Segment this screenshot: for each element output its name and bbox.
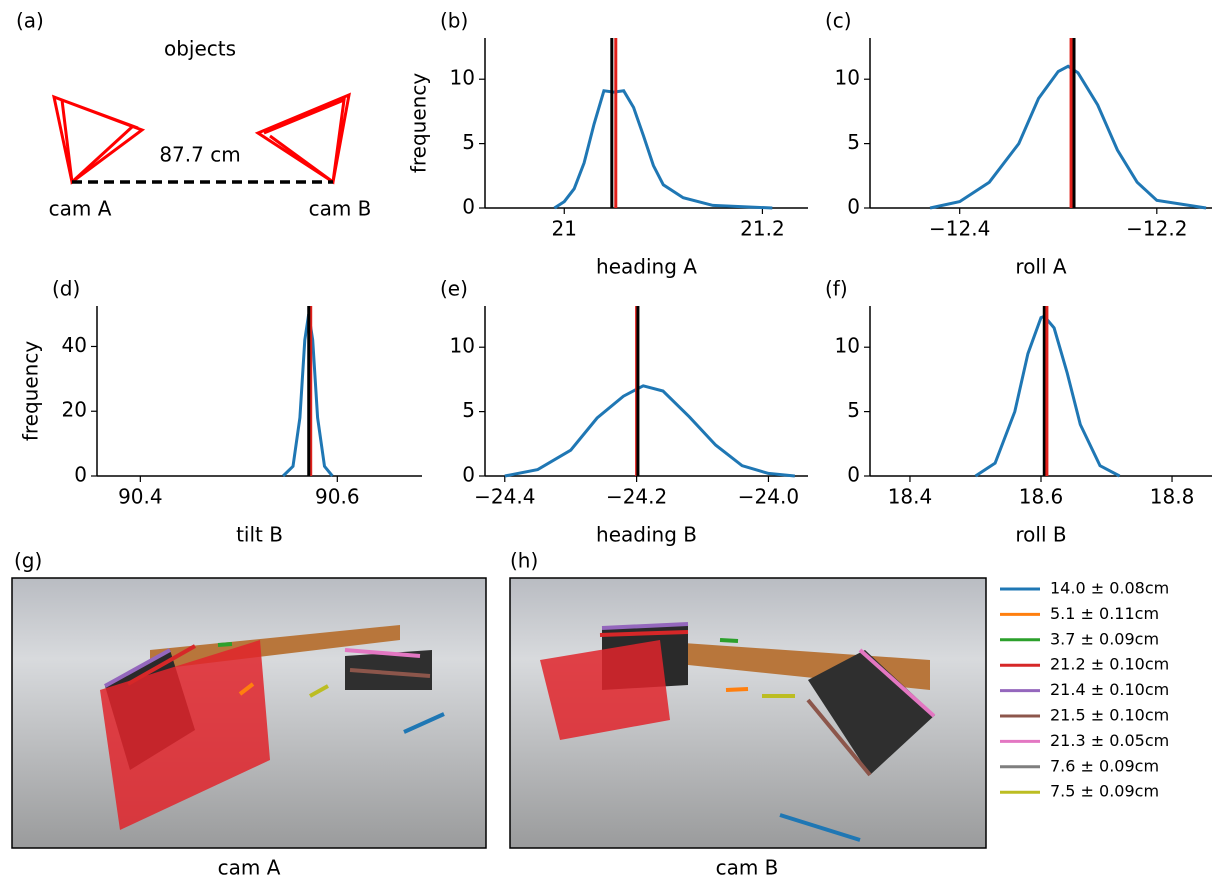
x-axis-label: tilt B [236,523,283,547]
cam-label: cam A [49,197,112,221]
panel-label: (h) [510,549,538,573]
legend-label: 7.5 ± 0.09cm [1050,782,1159,801]
cam-label: cam B [309,197,372,221]
y-tick-label: 10 [835,66,860,90]
panel-label: (d) [52,277,80,301]
legend-label: 21.4 ± 0.10cm [1050,680,1169,699]
photo-caption: cam A [218,856,281,880]
y-tick-label: 0 [847,463,860,487]
legend-label: 21.5 ± 0.10cm [1050,706,1169,725]
y-tick-label: 5 [462,398,475,422]
y-tick-label: 0 [462,195,475,219]
panel-label: (b) [440,9,468,33]
density-curve [553,89,773,210]
panel-label: (f) [825,277,848,301]
x-tick-label: 21 [552,217,577,241]
y-tick-label: 0 [462,463,475,487]
y-axis-label: frequency [19,341,43,441]
x-tick-label: 90.4 [118,485,163,509]
density-curve [929,64,1207,210]
x-axis-label: roll A [1015,255,1066,279]
x-tick-label: −12.2 [1126,217,1187,241]
y-tick-label: 20 [62,398,87,422]
photo-caption: cam B [716,856,779,880]
legend-label: 3.7 ± 0.09cm [1050,629,1159,648]
y-tick-label: 10 [450,334,475,358]
panel-label: (g) [14,549,42,573]
y-tick-label: 40 [62,333,87,357]
y-axis-label: frequency [407,73,431,173]
x-tick-label: −12.4 [929,217,990,241]
y-tick-label: 0 [74,463,87,487]
legend-label: 7.6 ± 0.09cm [1050,756,1159,775]
legend-label: 5.1 ± 0.11cm [1050,604,1159,623]
legend-label: 21.2 ± 0.10cm [1050,655,1169,674]
y-tick-label: 5 [847,398,860,422]
x-tick-label: −24.4 [474,485,535,509]
y-tick-label: 5 [847,130,860,154]
panel-label: (c) [825,9,852,33]
panel-label: (e) [440,277,468,301]
diagram-title: objects [164,37,236,61]
photo-b [509,577,987,849]
x-axis-label: roll B [1015,523,1066,547]
camera-b [254,92,351,185]
x-tick-label: 21.2 [740,217,785,241]
x-tick-label: 90.6 [315,485,360,509]
x-tick-label: 18.6 [1019,485,1064,509]
panel-label: (a) [16,9,44,33]
x-tick-label: −24.2 [606,485,667,509]
legend-label: 14.0 ± 0.08cm [1050,579,1169,598]
photo-a [11,577,487,849]
x-tick-label: 18.8 [1150,485,1195,509]
density-curve [504,384,795,478]
x-axis-label: heading B [596,523,697,547]
legend-label: 21.3 ± 0.05cm [1050,731,1169,750]
y-tick-label: 10 [450,66,475,90]
y-tick-label: 0 [847,195,860,219]
y-tick-label: 10 [835,334,860,358]
x-axis-label: heading A [596,255,697,279]
y-tick-label: 5 [462,130,475,154]
camera-a [51,94,146,185]
distance-label: 87.7 cm [159,143,240,167]
x-tick-label: −24.0 [738,485,799,509]
x-tick-label: 18.4 [888,485,933,509]
